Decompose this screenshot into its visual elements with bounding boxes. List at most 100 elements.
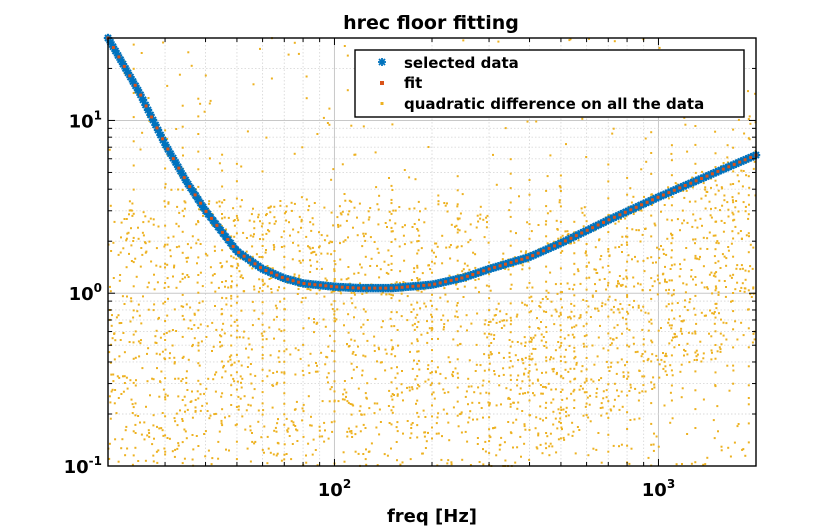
scatter-point xyxy=(479,217,482,220)
scatter-point xyxy=(662,248,665,251)
scatter-point xyxy=(144,459,147,462)
spike-point xyxy=(456,414,459,417)
scatter-point xyxy=(642,384,645,387)
scatter-point xyxy=(127,231,130,234)
scatter-point xyxy=(534,427,537,430)
scatter-point xyxy=(379,421,382,423)
scatter-point xyxy=(637,229,640,232)
scatter-point xyxy=(394,355,397,358)
spike-point xyxy=(694,389,697,392)
spike-point xyxy=(235,180,238,183)
scatter-point xyxy=(125,376,128,379)
scatter-point xyxy=(455,304,458,307)
scatter-point xyxy=(626,295,629,298)
scatter-point xyxy=(387,272,390,275)
scatter-point xyxy=(725,338,728,341)
scatter-point xyxy=(186,274,189,276)
scatter-point xyxy=(115,412,118,415)
scatter-point xyxy=(554,349,557,352)
scatter-point xyxy=(595,392,598,395)
scatter-point xyxy=(155,342,158,344)
scatter-point xyxy=(565,397,568,400)
scatter-point xyxy=(567,316,569,319)
spike-point xyxy=(650,402,653,405)
scatter-point xyxy=(134,402,137,405)
scatter-point xyxy=(612,311,615,314)
spike-point xyxy=(585,345,588,348)
scatter-point xyxy=(621,316,624,319)
scatter-point xyxy=(109,290,112,293)
scatter-point xyxy=(375,426,378,429)
scatter-point xyxy=(662,367,665,370)
scatter-point xyxy=(301,369,304,372)
scatter-point xyxy=(257,420,260,423)
scatter-point xyxy=(411,386,414,389)
scatter-point xyxy=(437,337,439,340)
scatter-point xyxy=(472,251,475,254)
selected-point xyxy=(171,158,180,167)
scatter-point xyxy=(555,219,558,222)
spike-point xyxy=(230,235,233,238)
scatter-point xyxy=(626,235,629,238)
scatter-point xyxy=(523,372,526,375)
scatter-point xyxy=(187,276,190,278)
scatter-point xyxy=(363,235,365,238)
scatter-point xyxy=(483,323,486,326)
scatter-point xyxy=(735,267,738,270)
scatter-point xyxy=(696,353,699,356)
scatter-point xyxy=(736,264,739,267)
scatter-point xyxy=(711,292,714,295)
scatter-point xyxy=(273,216,276,219)
spike-point xyxy=(416,277,419,279)
scatter-point xyxy=(577,239,580,242)
scatter-point xyxy=(293,273,296,276)
scatter-point xyxy=(125,218,128,220)
scatter-point xyxy=(276,370,278,373)
scatter-point xyxy=(364,458,367,461)
scatter-point xyxy=(199,271,202,274)
scatter-point xyxy=(448,246,451,249)
scatter-point xyxy=(424,380,427,383)
spike-point xyxy=(221,328,224,331)
scatter-point xyxy=(175,412,178,415)
scatter-point xyxy=(172,275,174,278)
spike-point xyxy=(488,285,491,288)
spike-point xyxy=(488,392,491,395)
scatter-point xyxy=(274,426,277,429)
scatter-point xyxy=(211,321,214,324)
scatter-point xyxy=(315,322,318,325)
scatter-point xyxy=(732,213,735,216)
fit-point xyxy=(269,271,273,275)
scatter-point xyxy=(401,461,404,464)
spike-point xyxy=(488,332,491,335)
scatter-point xyxy=(423,221,426,224)
spike-point xyxy=(197,221,200,224)
scatter-point xyxy=(376,464,379,467)
scatter-point xyxy=(620,218,622,220)
scatter-point xyxy=(559,324,562,327)
scatter-point xyxy=(691,225,694,228)
spike-point xyxy=(509,302,512,305)
scatter-point xyxy=(298,215,301,218)
scatter-point xyxy=(536,447,539,450)
scatter-point xyxy=(655,435,658,438)
scatter-point xyxy=(644,137,647,140)
scatter-point xyxy=(642,343,645,346)
scatter-point xyxy=(625,269,628,272)
spike-point xyxy=(650,422,653,425)
scatter-point xyxy=(694,254,697,257)
scatter-point xyxy=(151,443,154,446)
fit-point xyxy=(422,283,426,287)
scatter-point xyxy=(363,413,366,416)
scatter-point xyxy=(713,322,716,325)
scatter-point xyxy=(475,226,478,229)
scatter-point xyxy=(475,363,478,366)
scatter-point xyxy=(155,329,158,332)
scatter-point xyxy=(632,306,634,309)
scatter-point xyxy=(311,217,314,220)
scatter-point xyxy=(514,354,517,357)
spike-point xyxy=(164,262,167,265)
spike-point xyxy=(235,371,238,374)
spike-point xyxy=(626,227,629,230)
scatter-point xyxy=(558,185,561,188)
